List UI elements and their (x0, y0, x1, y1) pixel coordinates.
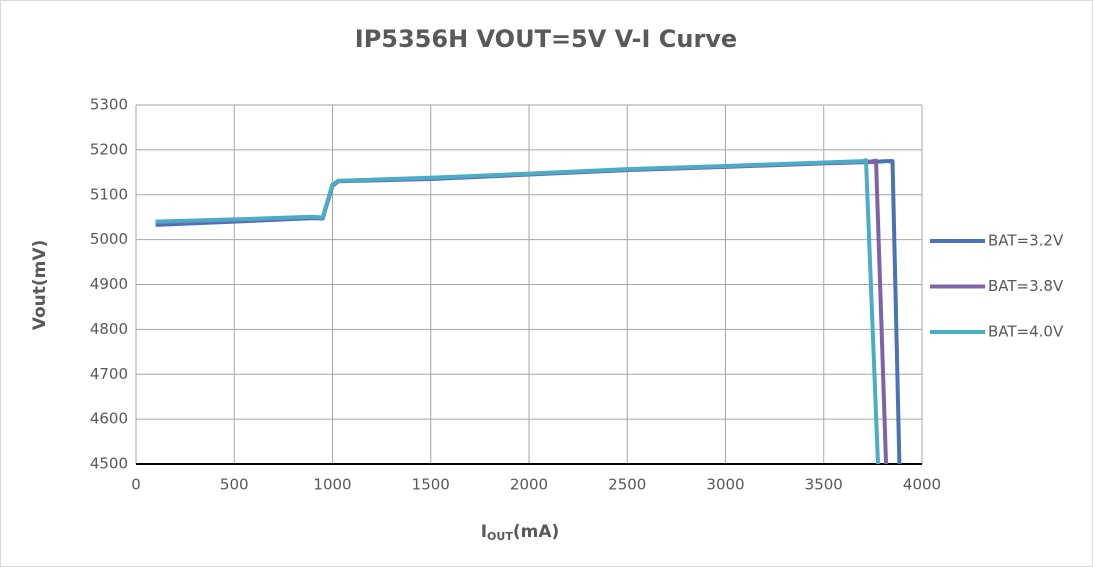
series-line (155, 158, 880, 465)
x-tick-label: 500 (220, 476, 249, 494)
y-tick-label: 4600 (90, 410, 128, 428)
x-tick-label: 3000 (706, 476, 744, 494)
x-tick-label: 2000 (510, 476, 548, 494)
y-tick-label: 4700 (90, 365, 128, 383)
y-tick-label: 5000 (90, 230, 128, 248)
chart-title: IP5356H VOUT=5V V-I Curve (355, 25, 737, 53)
y-tick-label: 4800 (90, 320, 128, 338)
y-tick-label: 4500 (90, 455, 128, 473)
x-label-unit: (mA) (513, 522, 559, 542)
y-tick-label: 5100 (90, 185, 128, 203)
x-tick-label: 2500 (608, 476, 646, 494)
x-tick-label: 0 (131, 476, 141, 494)
legend-label: BAT=4.0V (988, 323, 1064, 341)
legend-label: BAT=3.8V (988, 277, 1064, 295)
legend-label: BAT=3.2V (988, 232, 1064, 250)
y-tick-label: 4900 (90, 275, 128, 293)
y-tick-label: 5300 (90, 96, 128, 114)
x-tick-label: 3500 (805, 476, 843, 494)
x-label-main: I (481, 522, 487, 542)
y-tick-label: 5200 (90, 140, 128, 158)
x-axis-label: IOUT(mA) (481, 522, 560, 543)
y-axis-label: Vout(mV) (30, 240, 50, 331)
x-label-sub: OUT (487, 530, 513, 543)
x-tick-label: 4000 (903, 476, 941, 494)
x-tick-label: 1000 (313, 476, 351, 494)
x-tick-label: 1500 (412, 476, 450, 494)
